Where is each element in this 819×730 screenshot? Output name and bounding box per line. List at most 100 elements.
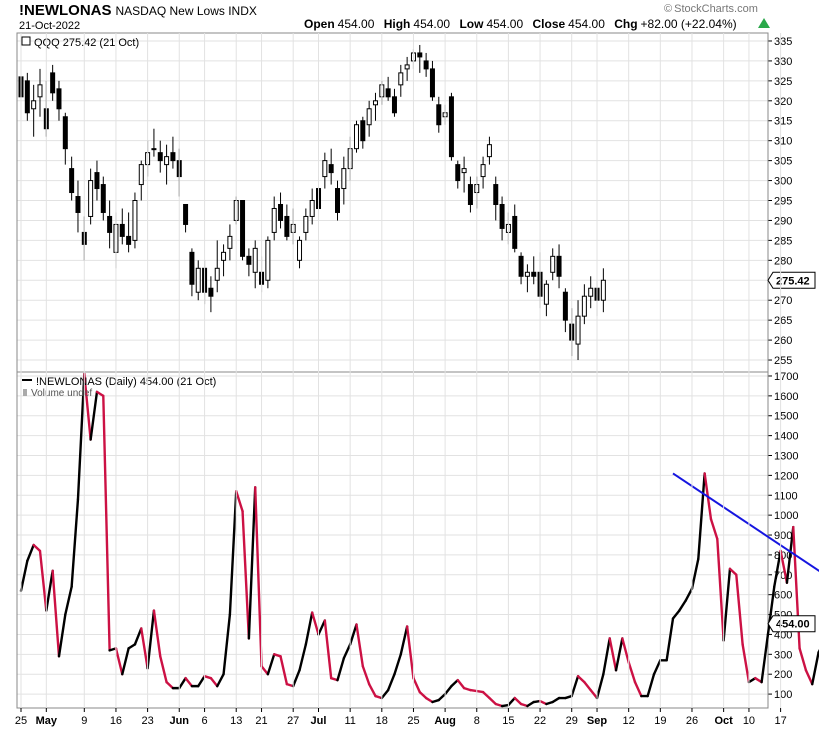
- candlestick: [543, 280, 549, 317]
- indicator-line-segment: [697, 472, 706, 561]
- price-y-tick-label: 310: [774, 136, 792, 148]
- candlestick: [56, 80, 62, 121]
- indicator-line-segment: [355, 623, 365, 668]
- candlestick: [341, 156, 347, 205]
- price-y-tick-label: 295: [774, 196, 792, 208]
- x-tick-label: Jun: [169, 715, 189, 727]
- candlestick: [455, 160, 461, 189]
- candlestick: [183, 203, 189, 233]
- indicator-line-segment: [38, 549, 48, 612]
- candle-body: [467, 184, 473, 205]
- indicator-line-segment: [456, 678, 466, 690]
- candlestick: [385, 76, 391, 101]
- candle-body: [486, 144, 492, 158]
- candle-body: [24, 80, 30, 114]
- indicator-line-segment: [260, 665, 270, 676]
- candlestick: [493, 176, 499, 221]
- candle-body: [252, 247, 258, 273]
- candlestick: [62, 112, 68, 165]
- candlestick: [486, 136, 492, 165]
- candle-body: [461, 168, 467, 174]
- candlestick: [524, 264, 530, 293]
- indicator-line-segment: [127, 643, 137, 650]
- candlestick: [297, 236, 303, 269]
- x-tick-label: 9: [81, 715, 87, 727]
- ohlc-readout: Open 454.00 High 454.00 Low 454.00 Close 454…: [304, 17, 743, 31]
- candlestick: [50, 64, 56, 101]
- candle-body: [265, 239, 271, 281]
- candlestick: [221, 244, 227, 277]
- brand-name: StockCharts.com: [674, 3, 758, 15]
- candlestick: [518, 252, 524, 285]
- indicator-line-segment: [437, 692, 447, 702]
- indicator-line-segment: [380, 688, 390, 700]
- indicator-line-segment: [102, 394, 111, 652]
- indicator-line-segment: [140, 627, 149, 670]
- x-tick-label: May: [36, 715, 58, 727]
- price-y-tick-label: 280: [774, 255, 792, 267]
- candle-body: [398, 72, 404, 86]
- candle-body: [531, 271, 537, 277]
- chg-label: Chg: [614, 17, 638, 31]
- indicator-y-tick-label: 1400: [774, 431, 798, 443]
- candlestick: [429, 60, 435, 101]
- candle-body: [50, 72, 56, 94]
- indicator-line-segment: [621, 637, 630, 664]
- candlestick: [164, 144, 170, 185]
- indicator-line-segment: [336, 657, 346, 682]
- candlestick: [335, 180, 340, 221]
- candle-body: [227, 235, 233, 249]
- indicator-line-segment: [716, 537, 725, 642]
- indicator-y-tick-label: 1500: [774, 411, 798, 423]
- indicator-y-tick-label: 100: [774, 689, 792, 701]
- indicator-line-segment: [310, 611, 320, 636]
- indicator-line-segment: [89, 390, 99, 441]
- indicator-y-tick-label: 1200: [774, 470, 798, 482]
- candlestick: [31, 84, 37, 137]
- candlestick: [208, 276, 214, 313]
- x-tick-label: 22: [534, 715, 546, 727]
- candle-body: [385, 88, 391, 98]
- candle-body: [360, 120, 366, 142]
- candle-body: [107, 215, 113, 233]
- candlestick: [227, 224, 233, 261]
- candle-body: [543, 283, 549, 305]
- price-y-tick-label: 305: [774, 156, 792, 168]
- indicator-line-segment: [19, 559, 29, 592]
- close-value: 454.00: [568, 17, 605, 31]
- chart-date: 21-Oct-2022: [19, 20, 81, 32]
- indicator-line-segment: [443, 684, 453, 696]
- indicator-line-segment: [178, 676, 187, 690]
- indicator-line-segment: [513, 696, 523, 706]
- high-label: High: [383, 17, 411, 31]
- indicator-y-tick-label: 900: [774, 530, 792, 542]
- indicator-line-segment: [627, 661, 637, 684]
- candlestick: [372, 92, 378, 121]
- x-tick-label: 19: [654, 715, 666, 727]
- candle-body: [417, 52, 423, 58]
- last-value-label: 275.42: [776, 275, 810, 287]
- candlestick: [303, 208, 309, 241]
- candlestick: [575, 300, 581, 361]
- indicator-line-segment: [209, 676, 219, 688]
- candlestick: [151, 128, 157, 157]
- last-value-box: [767, 271, 816, 289]
- indicator-line-segment: [228, 490, 238, 616]
- candle-body: [335, 188, 340, 213]
- indicator-y-tick-label: 1000: [774, 510, 798, 522]
- indicator-line-segment: [678, 599, 687, 612]
- x-tick-label: 26: [686, 715, 698, 727]
- price-legend: QQQ 275.42 (21 Oct): [21, 36, 139, 49]
- indicator-line-segment: [405, 625, 415, 680]
- price-y-tick-label: 325: [774, 76, 792, 88]
- candle-body: [328, 164, 334, 174]
- candle-body: [562, 291, 568, 321]
- chg-value: +82.00 (+22.04%): [640, 17, 737, 31]
- indicator-line-segment: [64, 585, 73, 616]
- last-value-box: [767, 615, 816, 633]
- indicator-y-tick-label: 1600: [774, 391, 798, 403]
- candle-body: [309, 200, 315, 217]
- candle-body: [170, 152, 176, 162]
- indicator-y-tick-label: 600: [774, 590, 792, 602]
